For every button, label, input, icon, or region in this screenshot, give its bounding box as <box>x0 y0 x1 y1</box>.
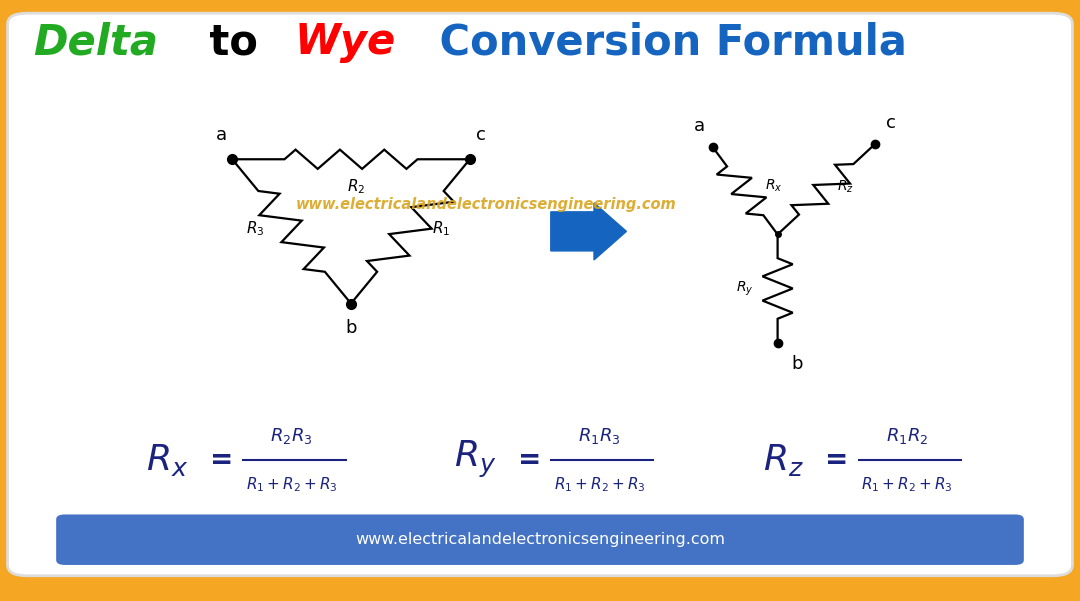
Text: $R_z$: $R_z$ <box>762 442 804 478</box>
Text: $R_x$: $R_x$ <box>765 178 782 194</box>
Text: c: c <box>475 126 486 144</box>
Text: $R_1+R_2+R_3$: $R_1+R_2+R_3$ <box>554 475 645 495</box>
Text: a: a <box>216 126 227 144</box>
Text: $R_1R_3$: $R_1R_3$ <box>578 426 621 446</box>
Text: =: = <box>825 446 849 474</box>
Text: to: to <box>194 21 272 63</box>
Text: a: a <box>694 117 705 135</box>
Text: $R_3$: $R_3$ <box>246 219 265 238</box>
Text: Conversion Formula: Conversion Formula <box>426 21 907 63</box>
Text: www.electricalandelectronicsengineering.com: www.electricalandelectronicsengineering.… <box>296 197 676 212</box>
Text: Delta: Delta <box>33 21 159 63</box>
Text: b: b <box>346 319 356 337</box>
Text: $R_y$: $R_y$ <box>454 439 497 480</box>
Text: $R_2R_3$: $R_2R_3$ <box>270 426 313 446</box>
Text: $R_z$: $R_z$ <box>837 178 854 195</box>
Text: $R_y$: $R_y$ <box>737 279 754 297</box>
Text: =: = <box>517 446 541 474</box>
Text: $R_x$: $R_x$ <box>146 442 189 478</box>
Text: =: = <box>210 446 233 474</box>
Text: $R_1+R_2+R_3$: $R_1+R_2+R_3$ <box>246 475 337 495</box>
Text: $R_1$: $R_1$ <box>432 219 450 238</box>
FancyArrow shape <box>551 203 626 260</box>
Text: c: c <box>886 114 896 132</box>
Text: b: b <box>792 355 802 373</box>
Text: $R_1+R_2+R_3$: $R_1+R_2+R_3$ <box>862 475 953 495</box>
Text: $R_1R_2$: $R_1R_2$ <box>886 426 929 446</box>
Text: www.electricalandelectronicsengineering.com: www.electricalandelectronicsengineering.… <box>355 532 725 547</box>
Text: $R_2$: $R_2$ <box>348 177 365 196</box>
FancyBboxPatch shape <box>8 13 1072 576</box>
FancyBboxPatch shape <box>56 514 1024 565</box>
Text: Wye: Wye <box>295 21 395 63</box>
